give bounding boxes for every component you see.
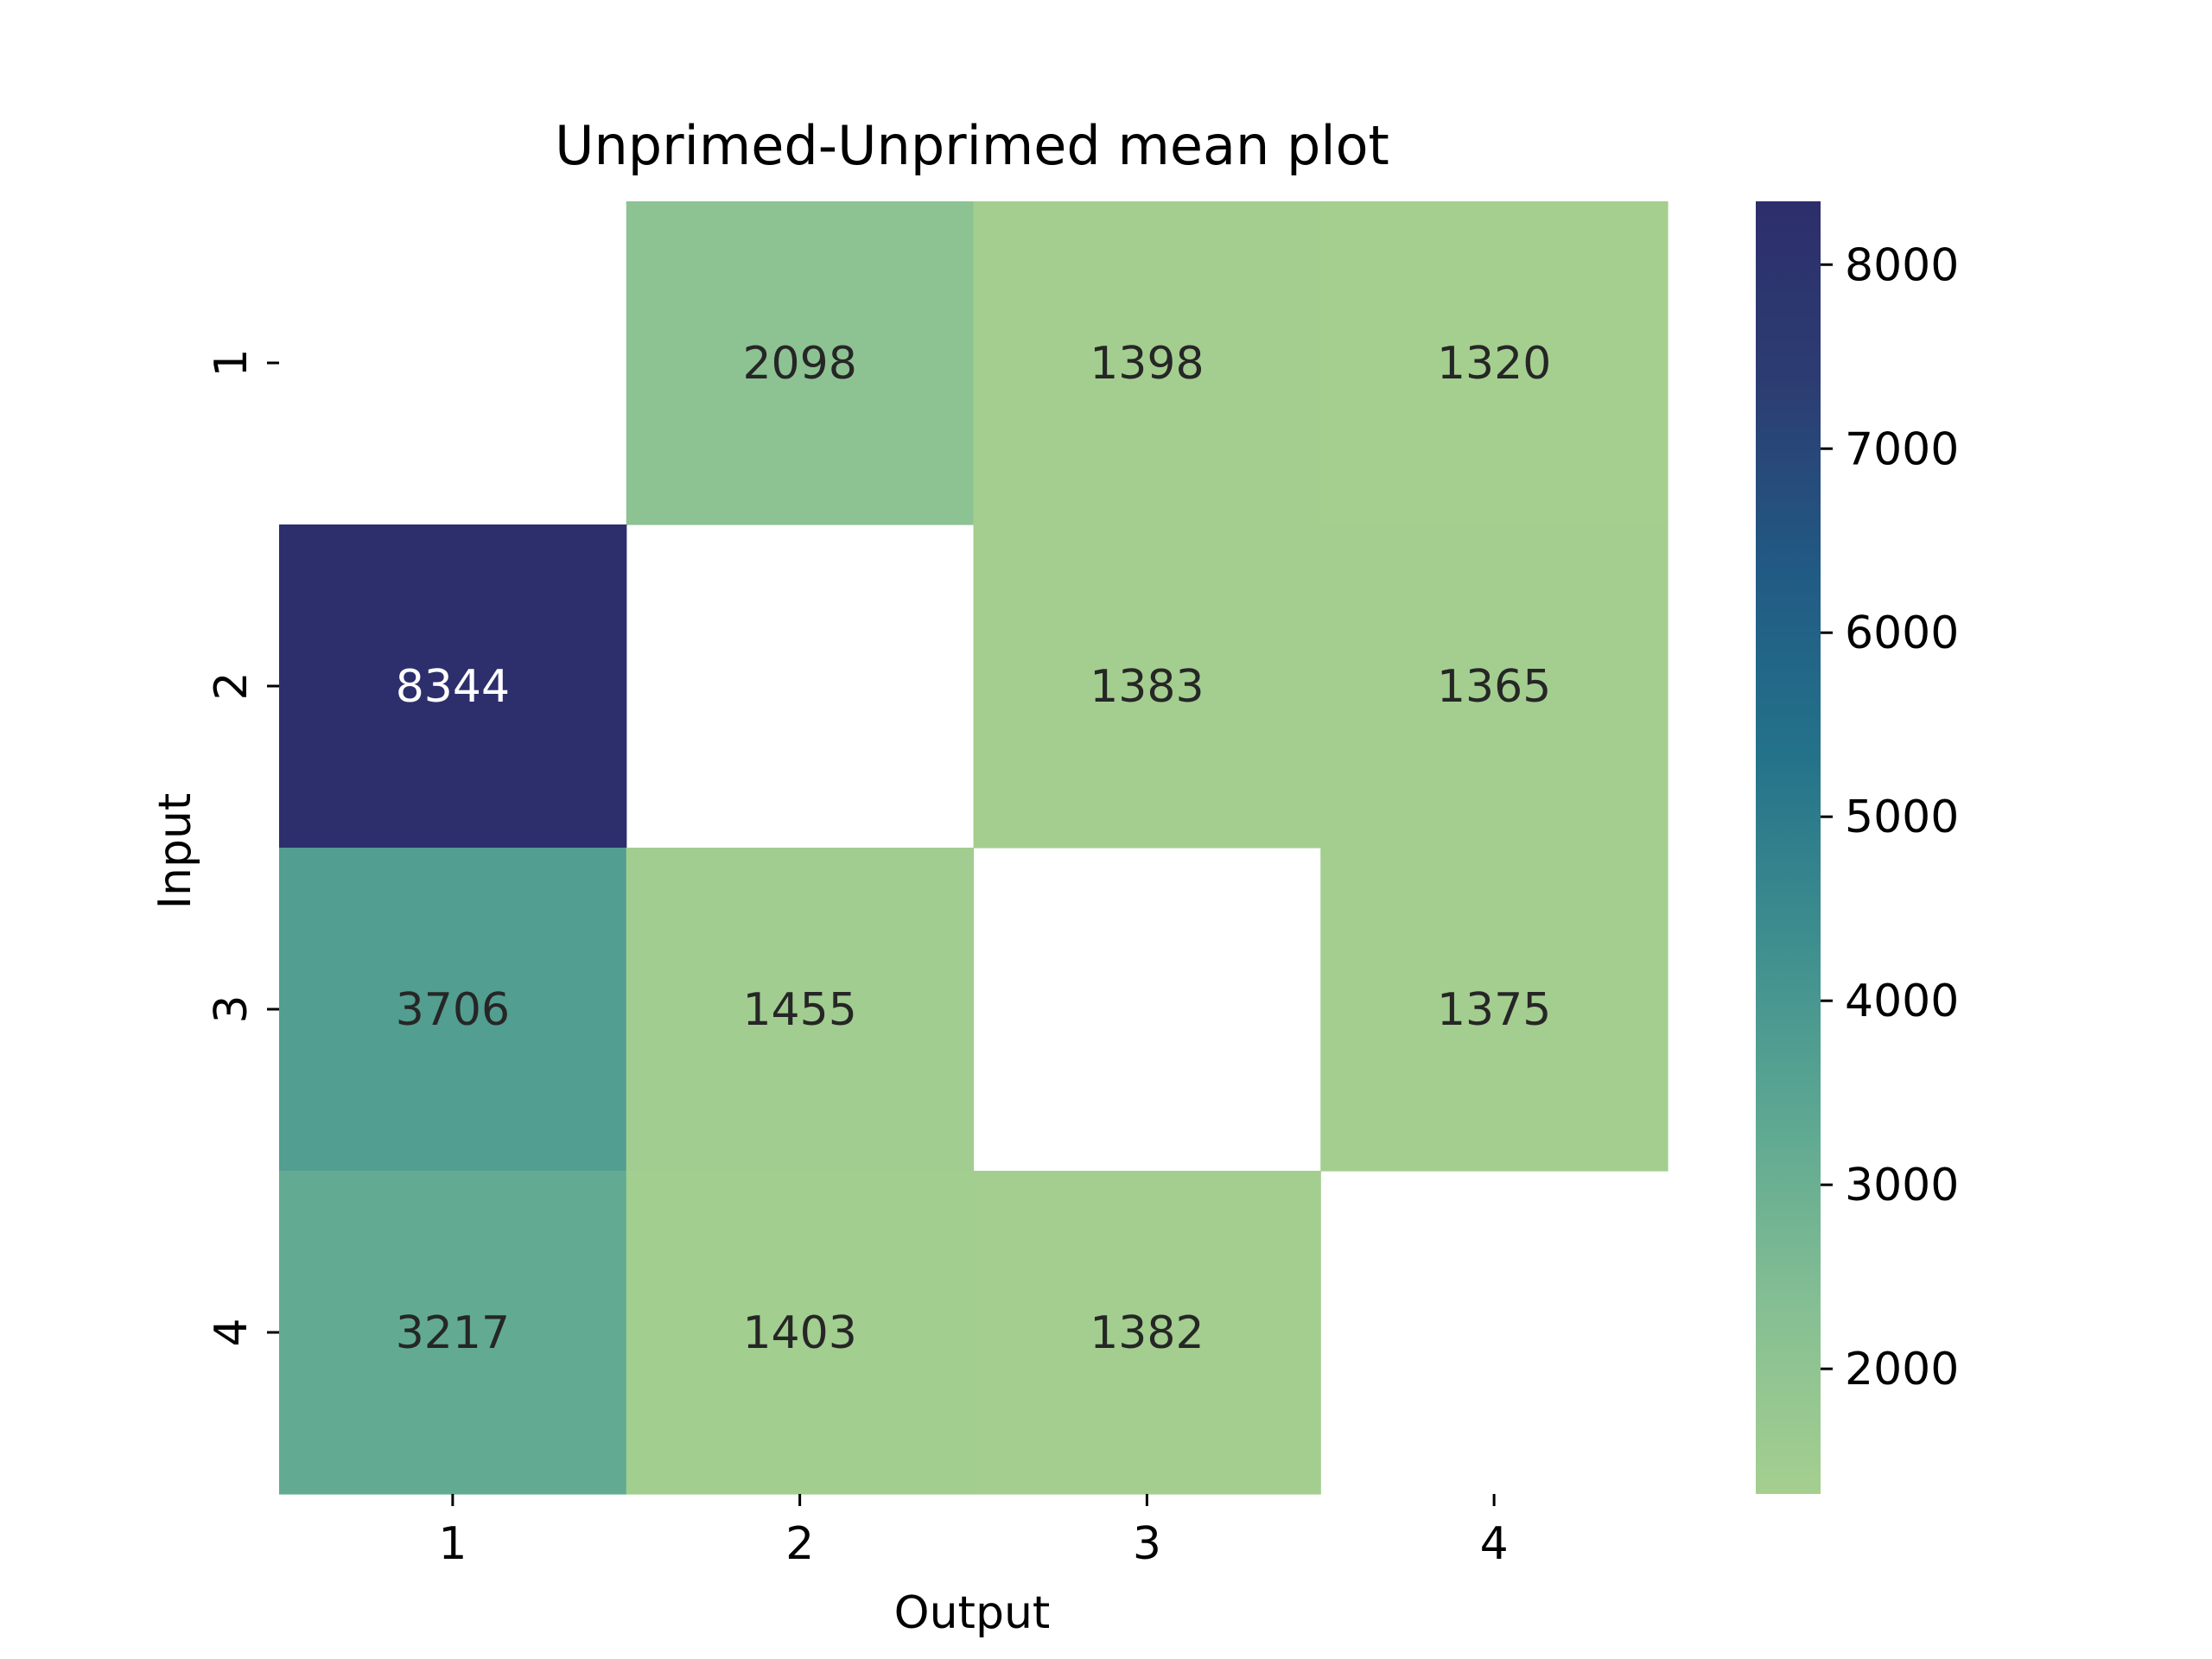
cell-value-label: 1382 [1090,1307,1204,1359]
colorbar-tick-label: 5000 [1845,791,1959,843]
colorbar-tick-label: 4000 [1845,976,1959,1027]
x-tick-label: 3 [1133,1518,1161,1570]
x-tick-label: 1 [438,1518,467,1570]
cell-value-label: 1365 [1437,661,1551,713]
x-tick-label: 2 [785,1518,814,1570]
colorbar-tick-label: 6000 [1845,607,1959,659]
heatmap-cell [279,1171,627,1495]
colorbar-tick-label: 2000 [1845,1344,1959,1395]
cell-value-label: 1320 [1437,338,1551,390]
heatmap-cell [279,524,627,849]
heatmap-cells [279,201,1669,1495]
x-axis-label: Output [894,1587,1051,1639]
heatmap-cell [973,201,1321,525]
cell-annotations: 2098 1398 1320 8344 1383 1365 3706 1455 1375 3217… [396,338,1552,1359]
x-axis: 1 2 3 4 [438,1494,1509,1570]
heatmap-cell [1320,848,1669,1172]
heatmap-cell [973,1171,1321,1495]
heatmap-cell [626,1171,975,1495]
y-axis-label: Input [149,793,201,910]
heatmap-cell [626,848,975,1172]
colorbar-gradient [1756,201,1821,1494]
y-tick-label: 2 [206,671,257,700]
heatmap-cell [279,848,627,1172]
cell-value-label: 2098 [742,338,856,390]
cell-value-label: 3217 [396,1307,510,1359]
colorbar-tick-label: 7000 [1845,423,1959,475]
y-tick-label: 1 [206,348,257,377]
heatmap-cell [626,201,975,525]
cell-value-label: 1398 [1090,338,1204,390]
y-tick-label: 4 [206,1318,257,1346]
cell-value-label: 3706 [396,984,510,1036]
y-axis: 1 2 3 4 [206,348,279,1347]
cell-value-label: 8344 [396,661,510,713]
cell-value-label: 1455 [742,984,856,1036]
heatmap-cell [1320,524,1669,849]
heatmap-cell [1320,201,1669,525]
y-tick-label: 3 [206,995,257,1023]
cell-value-label: 1403 [742,1307,856,1359]
cell-value-label: 1375 [1437,984,1551,1036]
chart-title: Unprimed-Unprimed mean plot [555,114,1389,177]
colorbar: 2000 3000 4000 5000 6000 7000 8000 [1756,201,1959,1494]
cell-value-label: 1383 [1090,661,1204,713]
x-tick-label: 4 [1480,1518,1509,1570]
heatmap-cell [973,524,1321,849]
colorbar-tick-label: 8000 [1845,239,1959,291]
colorbar-tick-label: 3000 [1845,1160,1959,1211]
